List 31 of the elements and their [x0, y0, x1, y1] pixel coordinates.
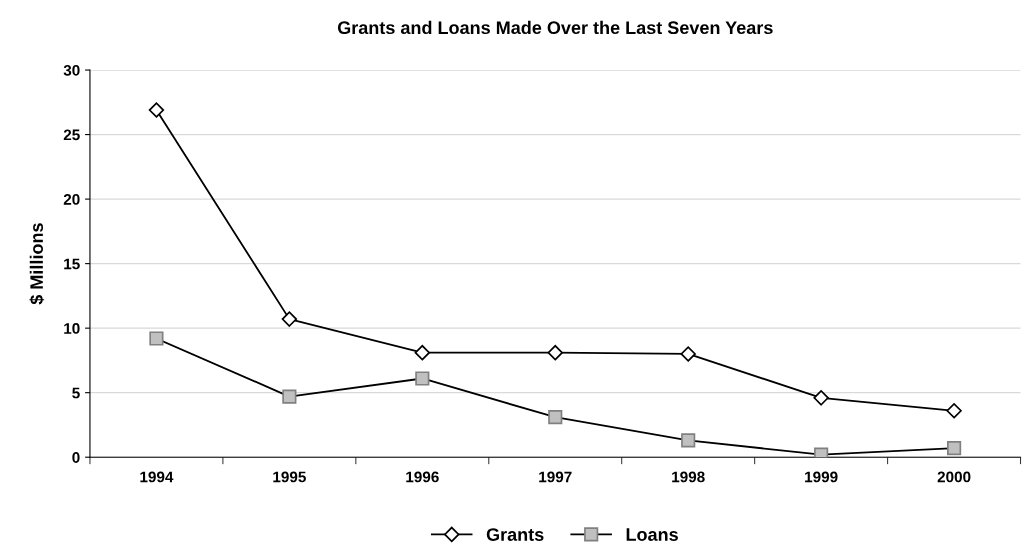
point: [149, 331, 164, 346]
point: [148, 102, 165, 118]
chart-title: Grants and Loans Made Over the Last Seven Years: [337, 20, 773, 35]
legend-label: Loans: [626, 528, 678, 541]
y-axis-title: $ Millions: [29, 223, 45, 305]
y-tick-label: 10: [64, 323, 80, 334]
point: [548, 410, 563, 425]
y-tick-label: 25: [63, 129, 80, 141]
legend-label: Grants: [486, 528, 544, 541]
y-tick-label: 15: [64, 258, 80, 270]
point: [281, 311, 298, 327]
point: [414, 344, 431, 361]
x-tick-label: 1998: [672, 471, 705, 483]
y-tick-label: 30: [63, 64, 80, 76]
x-tick-label: 1994: [140, 471, 174, 483]
x-tick-label: 1997: [539, 471, 572, 483]
y-tick-label: 0: [72, 452, 80, 463]
point: [813, 390, 829, 406]
point: [282, 389, 297, 404]
x-tick-label: 1996: [406, 471, 439, 483]
x-tick-label: 1999: [805, 471, 838, 483]
point: [681, 433, 696, 448]
point: [947, 441, 962, 456]
y-tick-label: 20: [63, 193, 80, 205]
point: [415, 371, 430, 386]
x-tick-label: 1995: [273, 471, 306, 483]
point: [946, 403, 962, 419]
x-tick-label: 2000: [937, 471, 971, 483]
y-tick-label: 5: [72, 387, 80, 399]
point: [547, 344, 563, 361]
point: [680, 346, 696, 362]
